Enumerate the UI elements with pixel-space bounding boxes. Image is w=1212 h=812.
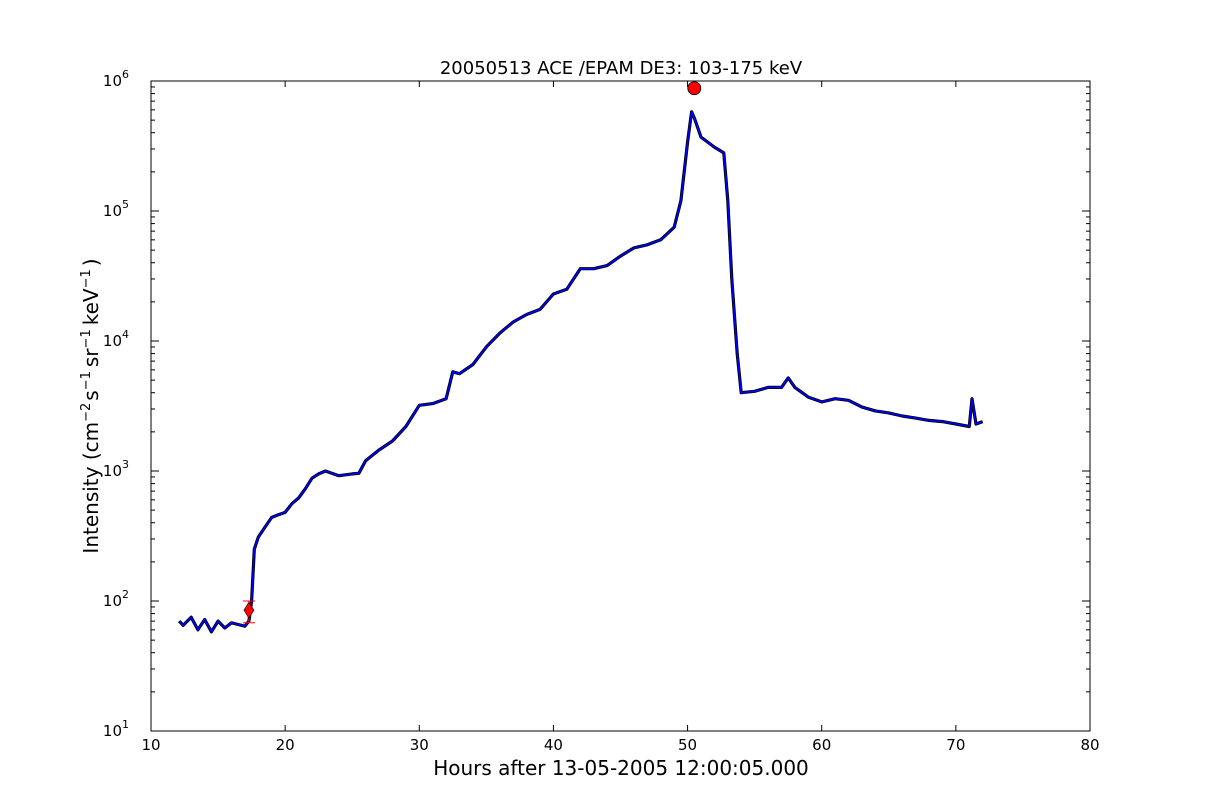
y-axis-label-exp-3: −1 [79,329,94,348]
plot-area [178,81,984,634]
x-tick-label: 60 [812,736,831,754]
y-axis-label-unit-sr: sr [79,348,103,367]
x-axis-label: Hours after 13-05-2005 12:00:05.000 [433,756,809,780]
x-tick-label: 80 [1080,736,1099,754]
axes-frame [150,80,1091,732]
x-tick-label: 50 [678,736,697,754]
series-line-raw [178,110,984,634]
x-tick-label: 70 [946,736,965,754]
x-tick-label: 40 [544,736,563,754]
y-axis-label-unit-s: s [79,390,103,400]
y-tick-label: 104 [103,328,129,350]
y-axis-label: Intensity (cm−2s−1sr−1keV−1) [79,258,103,553]
y-tick-label: 103 [103,458,129,480]
y-axis-label-exp-1: −2 [79,403,94,422]
y-axis-label-unit-kev: keV [79,288,103,325]
series-line-smoothed [178,111,983,633]
y-axis-label-prefix: Intensity (cm [79,422,103,554]
y-tick-label: 101 [103,718,129,740]
onset-diamond-marker [243,601,255,619]
y-axis-label-suffix: ) [79,258,103,266]
peak-circle-marker [687,81,702,96]
y-axis-label-exp-2: −1 [79,371,94,390]
y-tick-label: 102 [103,588,129,610]
y-axis-label-exp-4: −1 [79,269,94,288]
chart-title: 20050513 ACE /EPAM DE3: 103-175 keV [440,58,803,79]
x-tick-label: 20 [276,736,295,754]
x-tick-label: 10 [141,736,160,754]
y-tick-label: 106 [103,68,129,90]
y-tick-label: 105 [103,198,129,220]
x-tick-label: 30 [410,736,429,754]
axis-ticks: 10 20 30 40 50 60 70 80 101 102 103 104 105 106 [103,68,1100,754]
